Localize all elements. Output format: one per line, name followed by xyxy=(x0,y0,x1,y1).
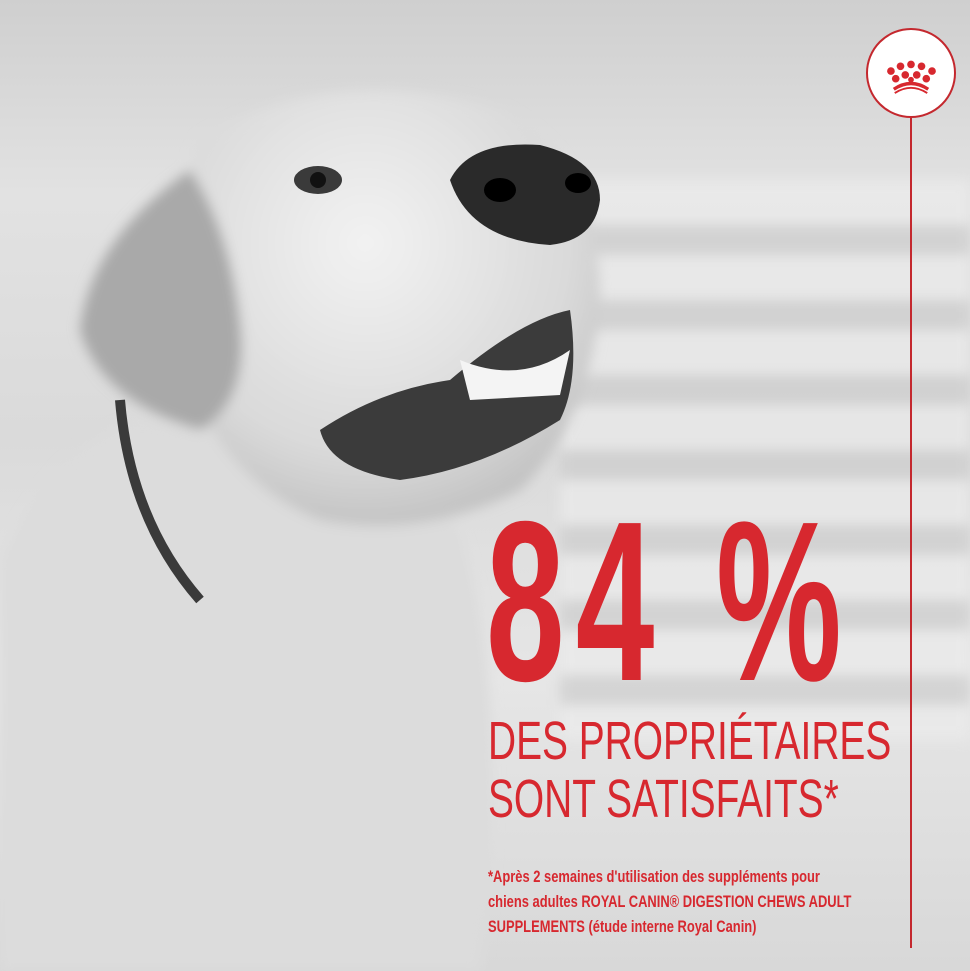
divider-line xyxy=(910,118,912,948)
background-blur xyxy=(560,180,970,740)
headline-line-1: DES PROPRIÉTAIRES xyxy=(488,711,892,771)
headline-line-2: SONT SATISFAITS* xyxy=(488,769,839,829)
crown-icon xyxy=(887,60,936,94)
footnote-line-2: chiens adultes ROYAL CANIN® DIGESTION CH… xyxy=(488,892,852,911)
footnote: *Après 2 semaines d'utilisation des supp… xyxy=(488,864,851,939)
footnote-line-1: *Après 2 semaines d'utilisation des supp… xyxy=(488,867,820,886)
stat-value: 84 % xyxy=(486,475,853,729)
royal-canin-logo xyxy=(866,28,956,118)
headline: DES PROPRIÉTAIRES SONT SATISFAITS* xyxy=(488,712,891,828)
footnote-line-3: SUPPLEMENTS (étude interne Royal Canin) xyxy=(488,917,757,936)
